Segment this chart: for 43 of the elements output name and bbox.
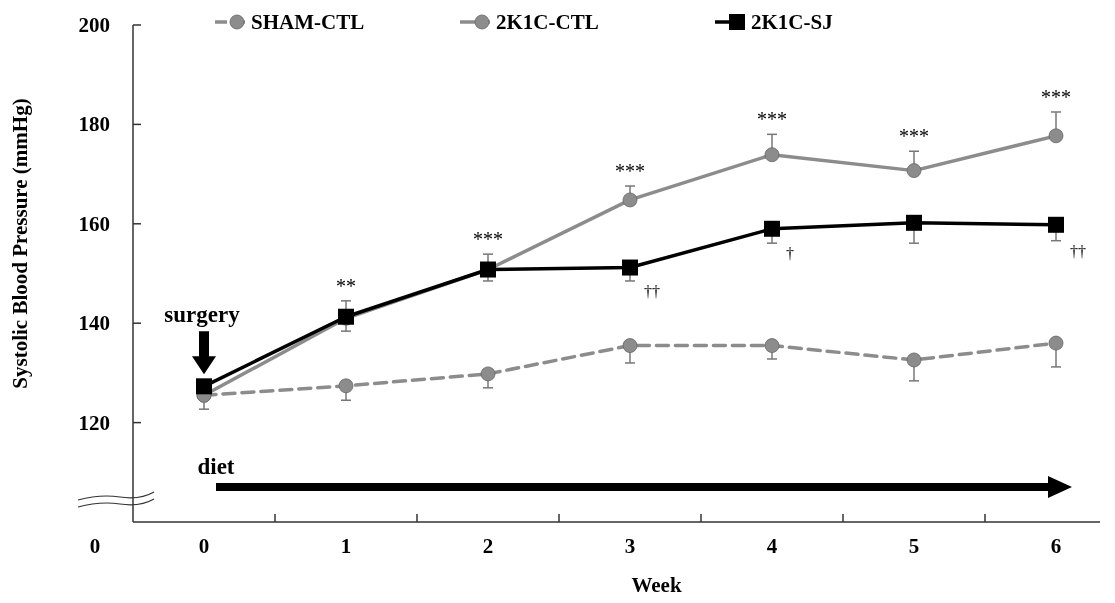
y-tick-label: 120 <box>78 410 110 435</box>
x-tick-label: 4 <box>766 534 778 558</box>
point <box>480 366 496 382</box>
point <box>1048 335 1064 351</box>
point <box>764 220 780 237</box>
legend-label: 2K1C-SJ <box>751 10 833 34</box>
y-tick-label: 180 <box>78 112 110 137</box>
x-tick-label: 5 <box>908 534 920 558</box>
annotation: †† <box>1070 242 1086 260</box>
point <box>196 378 212 395</box>
point <box>622 259 638 276</box>
point <box>622 338 638 353</box>
x-tick-label: 3 <box>624 534 636 558</box>
point <box>1048 128 1064 144</box>
annotation: *** <box>473 228 503 251</box>
y-tick-label: 140 <box>78 311 110 336</box>
point <box>1048 216 1064 233</box>
annotation: surgery <box>164 302 241 328</box>
annotation: diet <box>197 454 235 479</box>
x-tick-label: 2 <box>482 534 494 558</box>
point <box>764 147 780 163</box>
point <box>906 214 922 231</box>
y-tick-label: 200 <box>78 13 110 37</box>
legend-label: SHAM-CTL <box>251 10 365 34</box>
x-tick-label: 0 <box>198 534 210 558</box>
annotation: *** <box>1041 85 1071 108</box>
legend-label: 2K1C-CTL <box>496 10 599 34</box>
x-tick-label: 1 <box>340 534 352 558</box>
annotation: *** <box>899 125 929 148</box>
point <box>338 378 354 394</box>
point <box>906 163 922 179</box>
x-axis-title: Week <box>631 573 682 597</box>
y-tick-label: 160 <box>78 211 110 236</box>
point <box>764 338 780 353</box>
annotation: †† <box>644 282 660 300</box>
x-tick-label: 6 <box>1050 534 1062 558</box>
annotation: ** <box>336 274 356 297</box>
annotation: † <box>786 245 794 263</box>
point <box>622 192 638 208</box>
y-axis-title: Systolic Blood Pressure (mmHg) <box>8 98 32 389</box>
annotation: *** <box>757 108 787 131</box>
point <box>906 352 922 368</box>
annotation: *** <box>615 160 645 183</box>
